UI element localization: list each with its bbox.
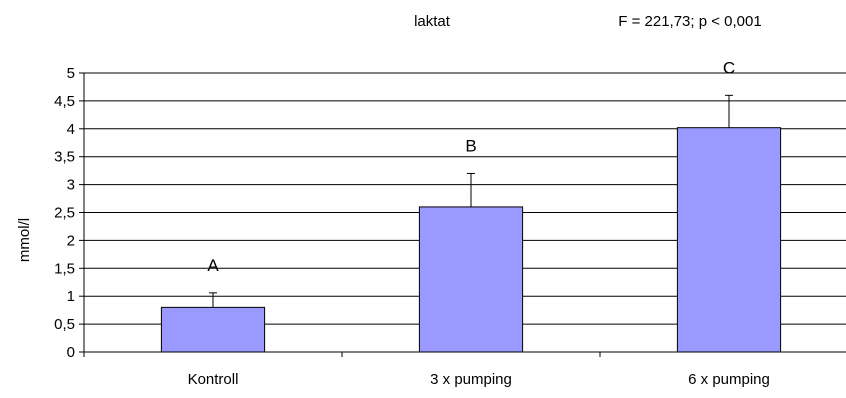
bar: [418, 206, 524, 353]
x-tick-label: 6 x pumping: [688, 371, 770, 388]
x-tick-label: 3 x pumping: [430, 371, 512, 388]
y-tick-label: 0,5: [54, 316, 75, 333]
y-tick-label: 3: [67, 177, 75, 194]
y-tick-label: 2: [67, 232, 75, 249]
stat-annotation: F = 221,73; p < 0,001: [618, 13, 761, 30]
bars: [160, 94, 782, 353]
axes: [79, 72, 846, 357]
bar: [676, 127, 782, 353]
labels: 0 0,5 1 1,5 2 2,5 3 3,5 4 4,5 5 A Kontroll B 3 x pumpi…: [54, 58, 770, 388]
group-letter: A: [207, 256, 219, 275]
group-letter: B: [465, 136, 476, 155]
chart-title: laktat: [414, 13, 451, 30]
y-tick-label: 0: [67, 344, 75, 361]
y-axis-label: mmol/l: [16, 218, 33, 262]
y-tick-label: 1: [67, 288, 75, 305]
y-tick-label: 5: [67, 65, 75, 82]
group-letter: C: [723, 58, 735, 77]
y-tick-label: 3,5: [54, 149, 75, 166]
y-tick-label: 4: [67, 121, 75, 138]
bar: [160, 306, 266, 353]
y-tick-label: 1,5: [54, 260, 75, 277]
y-tick-label: 4,5: [54, 93, 75, 110]
y-tick-label: 2,5: [54, 205, 75, 222]
x-tick-label: Kontroll: [188, 371, 239, 388]
